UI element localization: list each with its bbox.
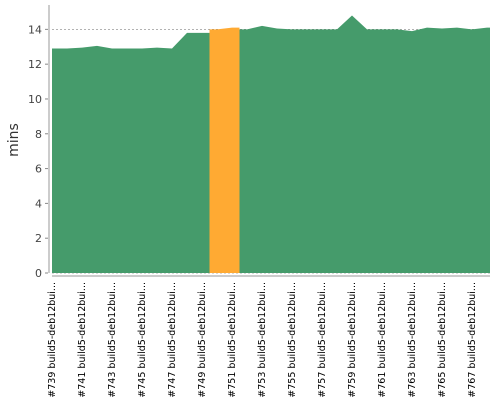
area bbox=[209, 27, 240, 273]
x-tick-label: #745 build5-deb12bui... bbox=[137, 282, 148, 398]
x-tick-label: #761 build5-deb12bui... bbox=[377, 282, 388, 398]
y-tick-label: 8 bbox=[35, 128, 42, 141]
x-tick-label: #739 build5-deb12bui... bbox=[47, 282, 58, 398]
area bbox=[239, 15, 490, 273]
x-tick-label: #759 build5-deb12bui... bbox=[347, 282, 358, 398]
x-tick-label: #743 build5-deb12bui... bbox=[107, 282, 118, 398]
x-tick-label: #763 build5-deb12bui... bbox=[407, 282, 418, 398]
x-tick-label: #767 build5-deb12bui... bbox=[467, 282, 478, 398]
y-tick-label: 2 bbox=[35, 232, 42, 245]
x-tick-label: #741 build5-deb12bui... bbox=[77, 282, 88, 398]
area bbox=[52, 32, 210, 274]
x-tick-label: #755 build5-deb12bui... bbox=[287, 282, 298, 398]
y-tick-label: 12 bbox=[28, 58, 42, 71]
x-tick-label: #751 build5-deb12bui... bbox=[227, 282, 238, 398]
x-tick-label: #765 build5-deb12bui... bbox=[437, 282, 448, 398]
x-tick-label: #757 build5-deb12bui... bbox=[317, 282, 328, 398]
x-tick-label: #747 build5-deb12bui... bbox=[167, 282, 178, 398]
y-tick-label: 10 bbox=[28, 93, 42, 106]
y-tick-label: 6 bbox=[35, 163, 42, 176]
y-tick-label: 14 bbox=[28, 23, 42, 36]
y-tick-label: 0 bbox=[35, 267, 42, 280]
y-tick-label: 4 bbox=[35, 197, 42, 210]
x-tick-label: #753 build5-deb12bui... bbox=[257, 282, 268, 398]
x-tick-label: #749 build5-deb12bui... bbox=[197, 282, 208, 398]
y-axis-label: mins bbox=[6, 123, 22, 157]
